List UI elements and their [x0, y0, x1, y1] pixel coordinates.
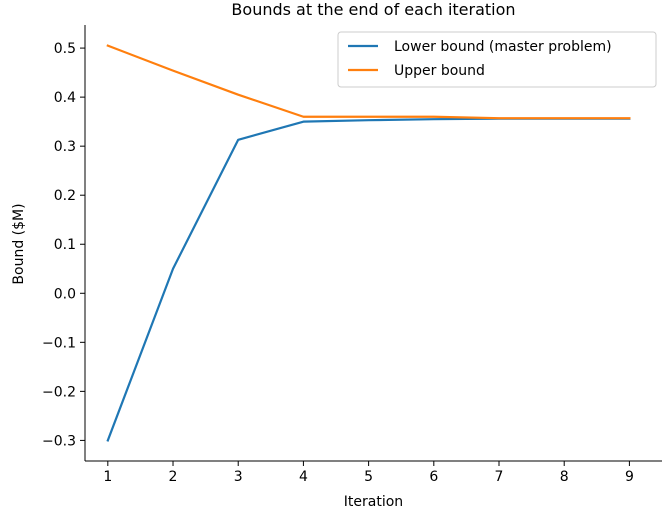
series-line-1	[106, 117, 631, 442]
y-tick-label: 0.5	[54, 41, 76, 57]
x-tick-label: 6	[429, 469, 438, 485]
x-tick-label: 7	[495, 469, 504, 485]
x-tick-label: 4	[299, 469, 308, 485]
chart-title: Bounds at the end of each iteration	[231, 0, 515, 19]
legend-label-2: Upper bound	[394, 63, 485, 79]
y-tick-label: −0.2	[42, 384, 76, 400]
y-tick-label: −0.3	[42, 433, 76, 449]
axes-layer: 1 2 3 4 5 6 7 8 9 −0.3 −0.2 −0.1 0.0 0.1 0.2 0.3 0.4 0.5	[42, 25, 662, 485]
series-layer	[106, 44, 631, 442]
x-tick-label: 5	[364, 469, 373, 485]
y-tick-label: −0.1	[42, 335, 76, 351]
y-tick-label: 0.3	[54, 139, 76, 155]
x-tick-label: 3	[234, 469, 243, 485]
x-tick-label: 8	[560, 469, 569, 485]
x-tick-label: 1	[103, 469, 112, 485]
y-tick-label: 0.2	[54, 188, 76, 204]
y-tick-label: 0.0	[54, 286, 76, 302]
x-axis-label: Iteration	[344, 494, 403, 510]
y-tick-label: 0.1	[54, 237, 76, 253]
y-axis-label: Bound ($M)	[11, 203, 27, 284]
legend-box	[337, 31, 657, 88]
legend-label-1: Lower bound (master problem)	[394, 39, 612, 55]
legend: Lower bound (master problem) Upper bound	[337, 31, 657, 88]
x-tick-label: 9	[625, 469, 634, 485]
series-line-2	[106, 44, 631, 120]
x-tick-label: 2	[169, 469, 178, 485]
y-tick-label: 0.4	[54, 90, 76, 106]
